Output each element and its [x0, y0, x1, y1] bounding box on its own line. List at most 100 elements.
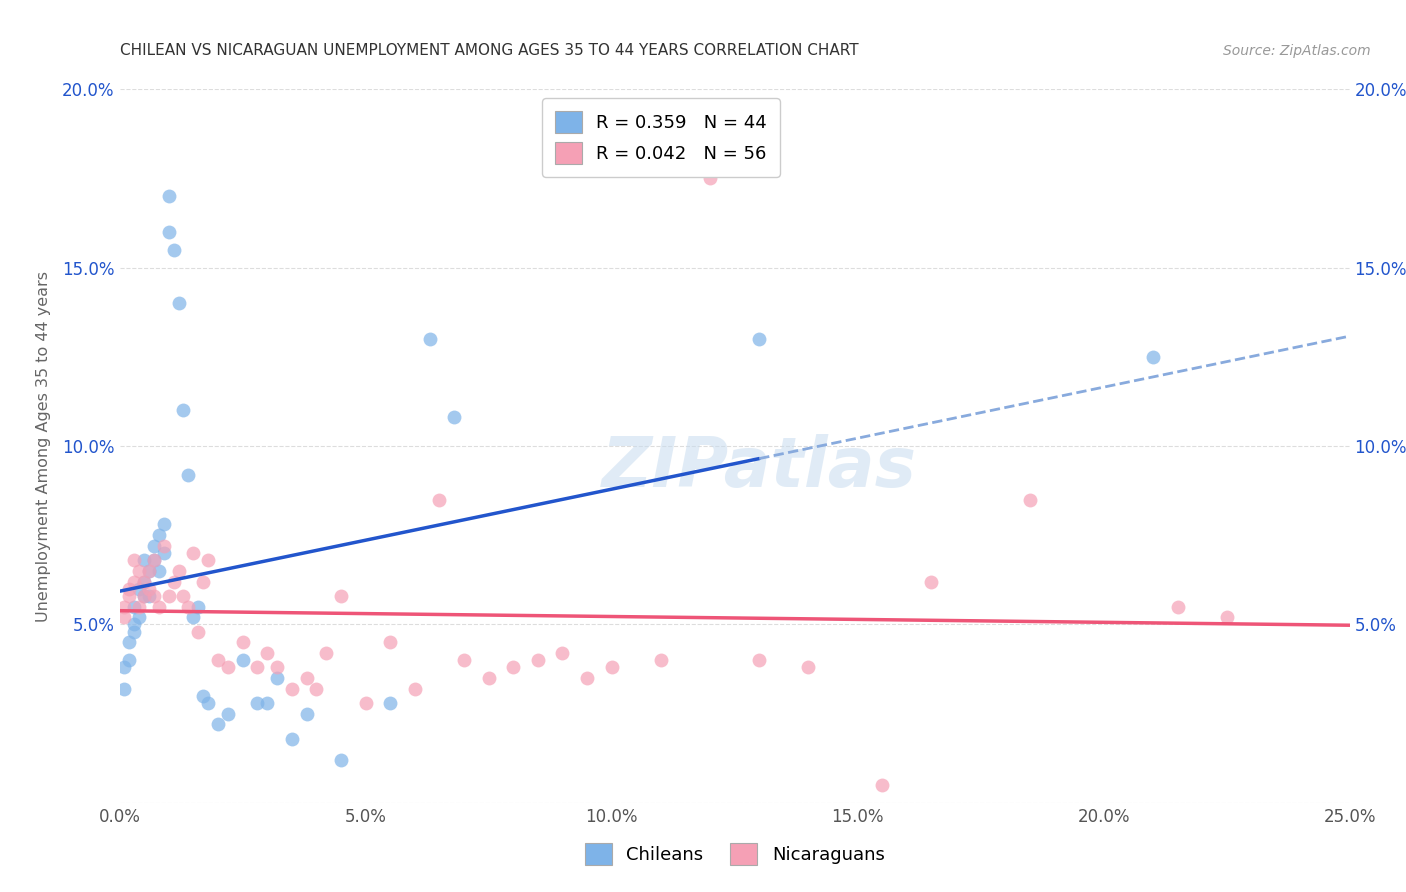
- Point: [207, 717, 229, 731]
- Point: [246, 660, 269, 674]
- Point: [453, 653, 475, 667]
- Point: [748, 332, 770, 346]
- Point: [157, 189, 180, 203]
- Point: [191, 689, 215, 703]
- Point: [138, 589, 160, 603]
- Point: [153, 546, 174, 560]
- Point: [143, 553, 166, 567]
- Point: [124, 624, 146, 639]
- Point: [138, 564, 160, 578]
- Point: [748, 653, 770, 667]
- Point: [177, 467, 200, 482]
- Text: CHILEAN VS NICARAGUAN UNEMPLOYMENT AMONG AGES 35 TO 44 YEARS CORRELATION CHART: CHILEAN VS NICARAGUAN UNEMPLOYMENT AMONG…: [120, 43, 858, 58]
- Point: [217, 706, 239, 721]
- Point: [118, 589, 141, 603]
- Point: [128, 610, 150, 624]
- Point: [797, 660, 820, 674]
- Point: [128, 564, 150, 578]
- Point: [921, 574, 943, 589]
- Point: [256, 646, 278, 660]
- Point: [600, 660, 623, 674]
- Point: [502, 660, 524, 674]
- Point: [167, 564, 190, 578]
- Point: [132, 574, 156, 589]
- Point: [124, 599, 146, 614]
- Point: [163, 243, 186, 257]
- Point: [148, 599, 170, 614]
- Point: [256, 696, 278, 710]
- Point: [132, 574, 156, 589]
- Point: [281, 731, 304, 746]
- Point: [427, 492, 450, 507]
- Point: [153, 517, 174, 532]
- Point: [114, 599, 135, 614]
- Point: [114, 610, 135, 624]
- Point: [172, 589, 194, 603]
- Point: [157, 589, 180, 603]
- Point: [138, 564, 160, 578]
- Point: [315, 646, 337, 660]
- Point: [172, 403, 194, 417]
- Point: [266, 671, 288, 685]
- Point: [305, 681, 328, 696]
- Point: [197, 553, 219, 567]
- Point: [404, 681, 426, 696]
- Point: [380, 635, 402, 649]
- Point: [197, 696, 219, 710]
- Point: [124, 553, 146, 567]
- Point: [576, 671, 599, 685]
- Point: [143, 553, 166, 567]
- Point: [419, 332, 441, 346]
- Point: [132, 553, 156, 567]
- Point: [143, 589, 166, 603]
- Point: [132, 589, 156, 603]
- Point: [118, 582, 141, 596]
- Point: [295, 671, 318, 685]
- Point: [380, 696, 402, 710]
- Text: ZIPatlas: ZIPatlas: [602, 434, 917, 501]
- Point: [443, 410, 465, 425]
- Point: [167, 296, 190, 310]
- Point: [138, 582, 160, 596]
- Point: [207, 653, 229, 667]
- Point: [1166, 599, 1188, 614]
- Point: [217, 660, 239, 674]
- Point: [551, 646, 574, 660]
- Point: [118, 653, 141, 667]
- Point: [295, 706, 318, 721]
- Point: [128, 582, 150, 596]
- Point: [231, 653, 254, 667]
- Point: [114, 660, 135, 674]
- Point: [148, 528, 170, 542]
- Point: [187, 624, 209, 639]
- Point: [231, 635, 254, 649]
- Point: [157, 225, 180, 239]
- Point: [477, 671, 501, 685]
- Legend: Chileans, Nicaraguans: Chileans, Nicaraguans: [578, 836, 891, 872]
- Point: [266, 660, 288, 674]
- Point: [124, 617, 146, 632]
- Point: [650, 653, 672, 667]
- Point: [148, 564, 170, 578]
- Point: [153, 539, 174, 553]
- Point: [329, 589, 352, 603]
- Point: [1018, 492, 1040, 507]
- Point: [246, 696, 269, 710]
- Point: [354, 696, 377, 710]
- Point: [1216, 610, 1239, 624]
- Point: [187, 599, 209, 614]
- Point: [329, 753, 352, 767]
- Point: [177, 599, 200, 614]
- Y-axis label: Unemployment Among Ages 35 to 44 years: Unemployment Among Ages 35 to 44 years: [37, 270, 51, 622]
- Point: [527, 653, 550, 667]
- Point: [183, 546, 205, 560]
- Point: [114, 681, 135, 696]
- Point: [281, 681, 304, 696]
- Point: [699, 171, 721, 186]
- Point: [132, 589, 156, 603]
- Point: [124, 574, 146, 589]
- Point: [128, 599, 150, 614]
- Text: Source: ZipAtlas.com: Source: ZipAtlas.com: [1223, 44, 1371, 58]
- Point: [143, 539, 166, 553]
- Point: [191, 574, 215, 589]
